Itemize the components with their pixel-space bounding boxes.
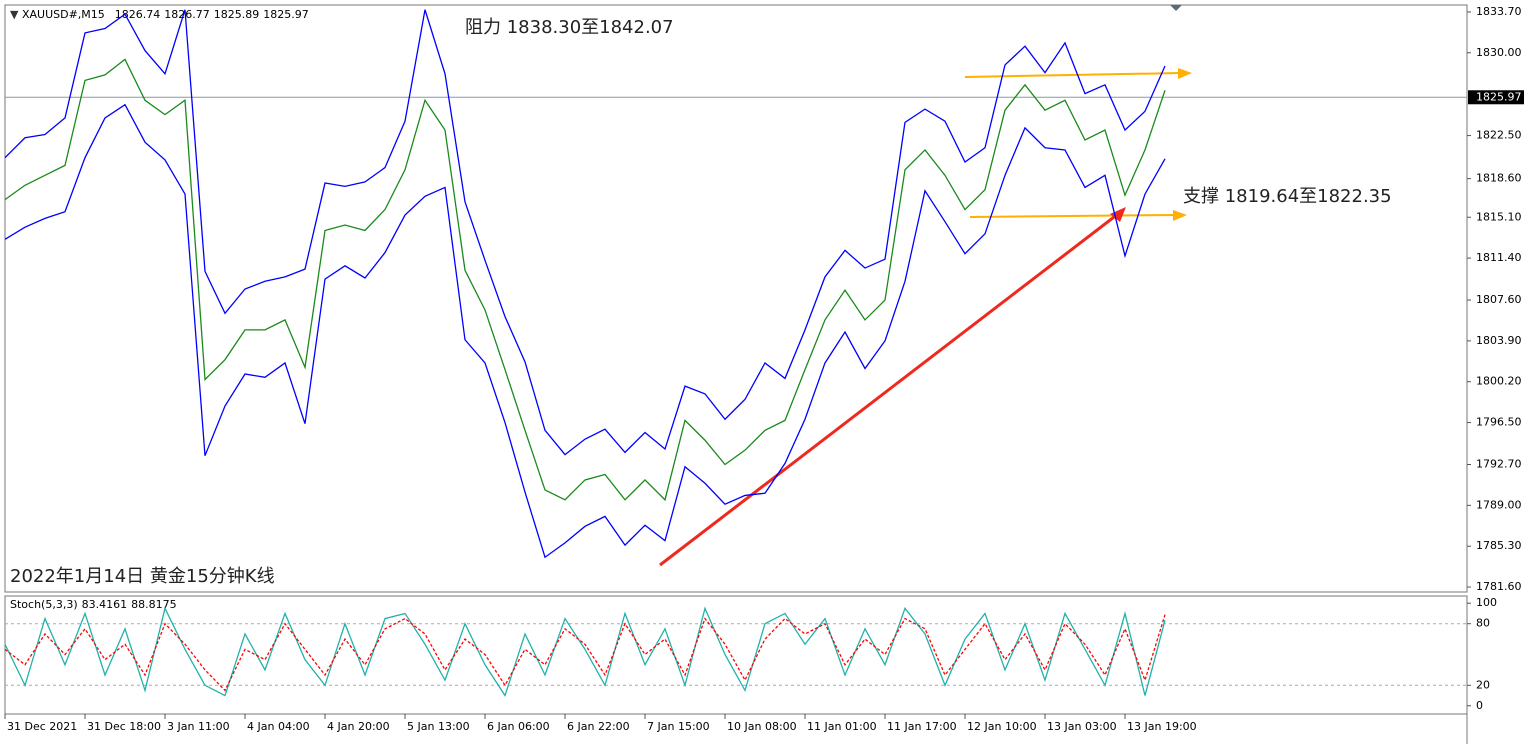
shift-marker: [1170, 5, 1182, 11]
y-tick-label: 1800.20: [1476, 375, 1522, 388]
triangle: ▼: [10, 8, 22, 21]
drawings: [659, 68, 1192, 567]
high: 1826.77: [164, 8, 210, 21]
y-tick-label: 1811.40: [1476, 251, 1522, 264]
series-line: [4, 614, 1166, 692]
y-tick-label: 80: [1476, 617, 1490, 630]
resistance-line: [964, 72, 1181, 78]
header: ▼ XAUUSD#,M15 1826.74 1826.77 1825.89 1825.9…: [10, 8, 309, 21]
x-tick-label: 6 Jan 22:00: [567, 720, 630, 733]
y-tick-label: 1789.00: [1476, 498, 1522, 511]
low: 1825.89: [214, 8, 260, 21]
y-tick-label: 1833.70: [1476, 5, 1522, 18]
stoch-signal-value: 88.8175: [131, 598, 177, 611]
y-tick-label: 1796.50: [1476, 416, 1522, 429]
y-tick-label: 1781.60: [1476, 580, 1522, 593]
x-tick-label: 13 Jan 03:00: [1047, 720, 1117, 733]
symbol: XAUUSD#,M15: [22, 8, 105, 21]
x-tick-label: 10 Jan 08:00: [727, 720, 797, 733]
main-pane: [4, 4, 1468, 593]
price-label: 1825.97: [1476, 90, 1522, 103]
x-tick-label: 11 Jan 17:00: [887, 720, 957, 733]
y-tick-label: 1807.60: [1476, 293, 1522, 306]
x-tick-label: 5 Jan 13:00: [407, 720, 470, 733]
x-tick-label: 31 Dec 18:00: [87, 720, 161, 733]
annotation: 阻力 1838.30至1842.07: [465, 17, 674, 38]
y-tick-label: 1815.10: [1476, 210, 1522, 223]
annotation: 2022年1月14日 黄金15分钟K线: [10, 566, 275, 587]
stoch-title: Stoch(5,3,3): [10, 598, 78, 611]
y-tick-label: 1830.00: [1476, 46, 1522, 59]
series-line: [4, 103, 1166, 559]
trend-line: [659, 212, 1119, 567]
annotation: 支撑 1819.64至1822.35: [1183, 186, 1392, 207]
x-tick-label: 13 Jan 19:00: [1127, 720, 1197, 733]
series-line: [4, 606, 1166, 698]
close: 1825.97: [263, 8, 309, 21]
open: 1826.74: [115, 8, 161, 21]
arrow-head: [1178, 68, 1192, 79]
x-tick-label: 7 Jan 15:00: [647, 720, 710, 733]
x-tick-label: 4 Jan 04:00: [247, 720, 310, 733]
x-tick-label: 31 Dec 2021: [7, 720, 77, 733]
x-tick-label: 3 Jan 11:00: [167, 720, 230, 733]
y-tick-label: 1803.90: [1476, 334, 1522, 347]
y-tick-label: 1785.30: [1476, 539, 1522, 552]
series-line: [4, 9, 1166, 456]
series-line: [4, 58, 1166, 502]
support-line: [969, 214, 1176, 218]
x-tick-label: 6 Jan 06:00: [487, 720, 550, 733]
y-tick-label: 100: [1476, 596, 1497, 609]
y-tick-label: 0: [1476, 699, 1483, 712]
stoch-header: Stoch(5,3,3) 83.4161 88.8175: [10, 598, 177, 611]
arrow-head: [1110, 207, 1126, 222]
stoch-pane: [4, 595, 1468, 715]
price-label-box: [1468, 90, 1524, 105]
y-tick-label: 1792.70: [1476, 458, 1522, 471]
x-tick-label: 11 Jan 01:00: [807, 720, 877, 733]
stoch-main-value: 83.4161: [82, 598, 128, 611]
x-tick-label: 4 Jan 20:00: [327, 720, 390, 733]
arrow-head: [1173, 210, 1187, 221]
y-tick-label: 1818.60: [1476, 172, 1522, 185]
x-tick-label: 12 Jan 10:00: [967, 720, 1037, 733]
y-tick-label: 20: [1476, 678, 1490, 691]
y-tick-label: 1822.50: [1476, 129, 1522, 142]
